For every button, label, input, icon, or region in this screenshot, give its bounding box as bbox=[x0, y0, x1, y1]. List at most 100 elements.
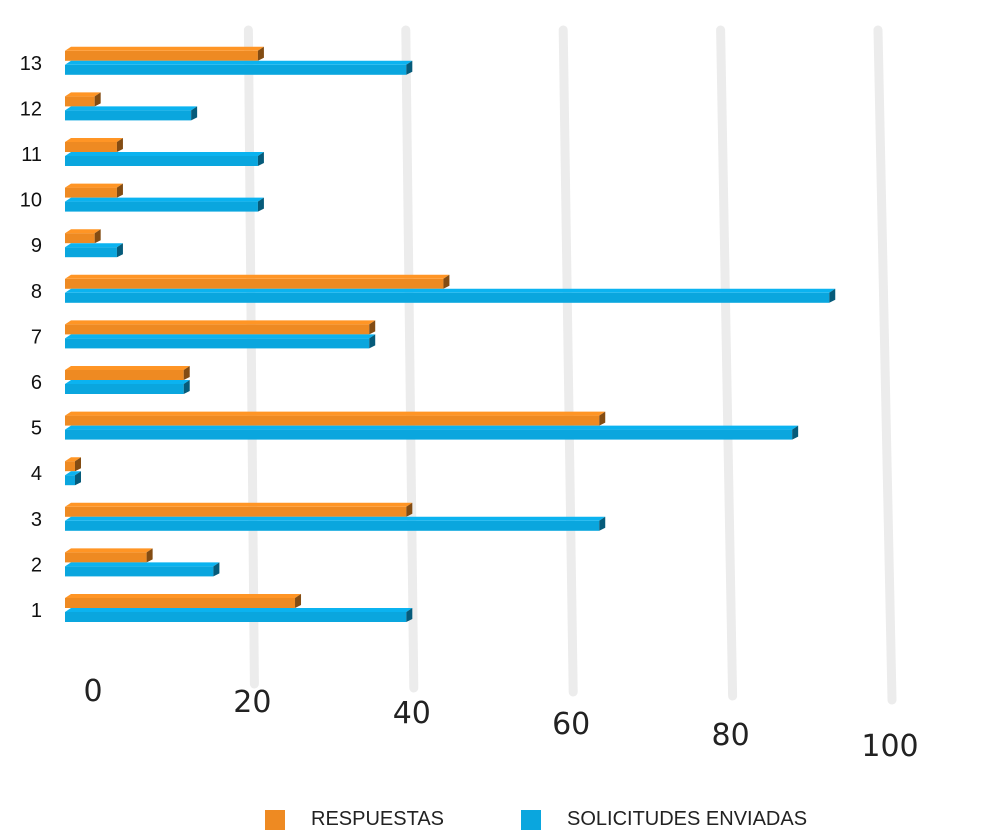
bar-end-solicitudes-11 bbox=[257, 152, 264, 166]
bar-top-solicitudes-5 bbox=[65, 425, 799, 430]
legend-swatch-solicitudes bbox=[521, 809, 541, 830]
bar-top-solicitudes-11 bbox=[65, 152, 264, 156]
bar-top-solicitudes-10 bbox=[65, 197, 264, 202]
bar-end-respuestas-12 bbox=[94, 92, 101, 107]
bar-end-respuestas-2 bbox=[146, 548, 153, 563]
bar-top-solicitudes-2 bbox=[65, 562, 220, 567]
category-label-4: 4 bbox=[31, 463, 42, 485]
bar-respuestas-10 bbox=[65, 187, 117, 198]
bar-end-solicitudes-10 bbox=[257, 197, 264, 212]
bar-end-respuestas-6 bbox=[183, 366, 190, 380]
bar-top-solicitudes-3 bbox=[65, 516, 606, 521]
bar-top-solicitudes-8 bbox=[65, 288, 836, 293]
grid-line bbox=[873, 25, 897, 705]
grid-line bbox=[716, 25, 738, 701]
bar-top-respuestas-10 bbox=[65, 183, 123, 188]
bar-end-solicitudes-13 bbox=[406, 60, 413, 75]
grid-line bbox=[243, 25, 259, 689]
category-label-12: 12 bbox=[20, 98, 42, 120]
bar-top-solicitudes-4 bbox=[65, 471, 81, 476]
bar-respuestas-6 bbox=[65, 370, 184, 380]
bar-end-solicitudes-3 bbox=[599, 516, 606, 531]
bar-respuestas-2 bbox=[65, 552, 147, 563]
category-label-9: 9 bbox=[31, 235, 42, 257]
bar-top-respuestas-3 bbox=[65, 502, 413, 507]
bar-respuestas-4 bbox=[65, 461, 75, 472]
bar-top-solicitudes-12 bbox=[65, 106, 198, 111]
bar-top-respuestas-5 bbox=[65, 411, 606, 416]
bar-top-respuestas-4 bbox=[65, 457, 81, 462]
bar-top-respuestas-12 bbox=[65, 92, 101, 97]
bar-solicitudes-9 bbox=[65, 247, 117, 258]
bar-top-respuestas-13 bbox=[65, 46, 264, 51]
category-label-10: 10 bbox=[20, 190, 42, 212]
bar-solicitudes-12 bbox=[65, 110, 192, 121]
bar-top-respuestas-1 bbox=[65, 594, 302, 598]
legend-item-respuestas: RESPUESTAS bbox=[265, 808, 444, 831]
bar-end-respuestas-4 bbox=[75, 457, 81, 472]
bar-top-respuestas-7 bbox=[65, 320, 376, 325]
x-tick-label-20: 20 bbox=[233, 685, 271, 720]
bar-respuestas-1 bbox=[65, 598, 296, 608]
category-label-1: 1 bbox=[31, 600, 42, 622]
bar-respuestas-5 bbox=[65, 415, 600, 426]
x-tick-label-100: 100 bbox=[861, 729, 918, 764]
bar-respuestas-9 bbox=[65, 233, 95, 244]
bar-respuestas-8 bbox=[65, 278, 444, 289]
legend-swatch-respuestas bbox=[265, 809, 285, 830]
grid-line bbox=[558, 25, 578, 697]
bar-top-solicitudes-7 bbox=[65, 334, 376, 339]
bar-end-solicitudes-4 bbox=[75, 471, 81, 486]
bar-solicitudes-3 bbox=[65, 520, 600, 531]
bar-end-solicitudes-9 bbox=[116, 243, 123, 258]
bar-top-solicitudes-1 bbox=[65, 608, 413, 612]
x-tick-labels: 020406080100120 bbox=[83, 674, 918, 764]
bar-end-respuestas-1 bbox=[295, 594, 302, 608]
legend: RESPUESTAS SOLICITUDES ENVIADAS bbox=[0, 808, 998, 835]
bar-respuestas-12 bbox=[65, 96, 95, 107]
x-tick-label-0: 0 bbox=[83, 674, 102, 709]
bar-solicitudes-4 bbox=[65, 475, 75, 486]
bar-end-respuestas-9 bbox=[94, 229, 101, 244]
bar-end-respuestas-10 bbox=[116, 183, 123, 198]
bar-end-solicitudes-12 bbox=[191, 106, 198, 121]
bar-solicitudes-7 bbox=[65, 338, 370, 349]
bar-end-solicitudes-7 bbox=[369, 334, 376, 349]
bar-respuestas-3 bbox=[65, 506, 407, 517]
bar-end-solicitudes-1 bbox=[406, 608, 413, 622]
bar-end-solicitudes-8 bbox=[829, 288, 836, 303]
x-tick-label-40: 40 bbox=[393, 696, 431, 731]
category-label-11: 11 bbox=[21, 144, 42, 166]
bar-respuestas-7 bbox=[65, 324, 370, 335]
x-tick-label-60: 60 bbox=[552, 707, 590, 742]
bar-end-respuestas-8 bbox=[443, 274, 450, 289]
category-label-3: 3 bbox=[31, 509, 42, 531]
legend-label-solicitudes: SOLICITUDES ENVIADAS bbox=[567, 808, 808, 830]
bar-solicitudes-1 bbox=[65, 612, 407, 622]
bar-solicitudes-5 bbox=[65, 429, 793, 440]
bar-end-respuestas-7 bbox=[369, 320, 376, 335]
bar-end-solicitudes-2 bbox=[213, 562, 220, 577]
bars bbox=[65, 46, 836, 622]
bar-solicitudes-11 bbox=[65, 156, 258, 166]
bar-top-respuestas-2 bbox=[65, 548, 153, 553]
bar-end-respuestas-13 bbox=[257, 46, 264, 61]
category-label-7: 7 bbox=[31, 326, 42, 348]
bar-end-respuestas-5 bbox=[599, 411, 606, 426]
bar-top-respuestas-8 bbox=[65, 274, 450, 279]
bar-solicitudes-8 bbox=[65, 292, 830, 303]
bar-solicitudes-6 bbox=[65, 384, 184, 394]
bar-top-respuestas-6 bbox=[65, 366, 190, 370]
legend-label-respuestas: RESPUESTAS bbox=[311, 808, 444, 830]
category-label-2: 2 bbox=[31, 554, 42, 576]
category-label-5: 5 bbox=[31, 418, 42, 440]
bar-end-respuestas-11 bbox=[116, 138, 123, 152]
bar-top-respuestas-11 bbox=[65, 138, 123, 142]
x-tick-label-80: 80 bbox=[712, 718, 750, 753]
category-label-6: 6 bbox=[31, 372, 42, 394]
category-label-13: 13 bbox=[20, 53, 42, 75]
bar-solicitudes-2 bbox=[65, 566, 214, 577]
grid-lines bbox=[243, 25, 897, 705]
